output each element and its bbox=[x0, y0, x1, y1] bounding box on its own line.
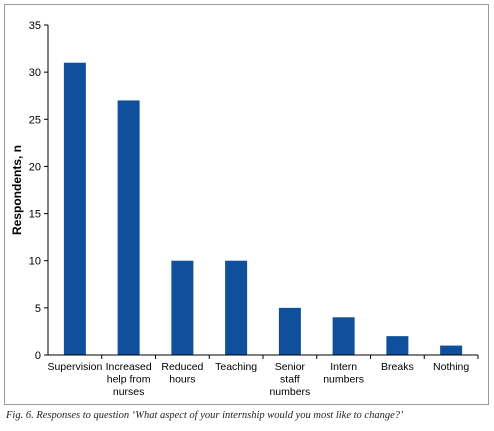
bar-chart: 0 5 10 15 20 25 30 35 Supervision Increased help … bbox=[10, 20, 479, 398]
bars bbox=[63, 62, 463, 355]
y-axis: 0 5 10 15 20 25 30 35 bbox=[29, 20, 49, 362]
bar-nothing bbox=[440, 345, 463, 355]
y-tick-label: 30 bbox=[29, 67, 41, 79]
x-category-label: Nothing bbox=[433, 361, 469, 373]
x-category-label: Supervision bbox=[47, 361, 102, 373]
y-tick-label: 0 bbox=[35, 350, 41, 362]
bar-reduced-hours bbox=[171, 260, 194, 355]
x-category-label: Breaks bbox=[381, 361, 414, 373]
y-tick-label: 5 bbox=[35, 303, 41, 315]
bar-supervision bbox=[63, 62, 86, 355]
y-tick-label: 10 bbox=[29, 256, 41, 268]
y-tick-label: 35 bbox=[29, 20, 41, 32]
bar-increased-help-from-nurses bbox=[117, 100, 140, 355]
bar-teaching bbox=[225, 260, 248, 355]
y-axis-title: Respondents, n bbox=[10, 145, 24, 235]
x-category-label: Teaching bbox=[215, 361, 257, 373]
y-tick-label: 25 bbox=[29, 114, 41, 126]
x-category-label: Intern numbers bbox=[323, 361, 364, 386]
y-tick-label: 20 bbox=[29, 161, 41, 173]
x-category-label: Increased help from nurses bbox=[106, 361, 152, 398]
bar-intern-numbers bbox=[332, 317, 355, 355]
bar-breaks bbox=[386, 336, 409, 355]
x-category-label: Reduced hours bbox=[161, 361, 203, 386]
bar-senior-staff-numbers bbox=[278, 307, 301, 355]
x-category-label: Senior staff numbers bbox=[269, 361, 310, 398]
x-axis: Supervision Increased help from nurses Reduc… bbox=[47, 354, 479, 398]
figure-caption: Fig. 6. Responses to question ‘What aspe… bbox=[6, 410, 404, 421]
y-tick-label: 15 bbox=[29, 209, 41, 221]
